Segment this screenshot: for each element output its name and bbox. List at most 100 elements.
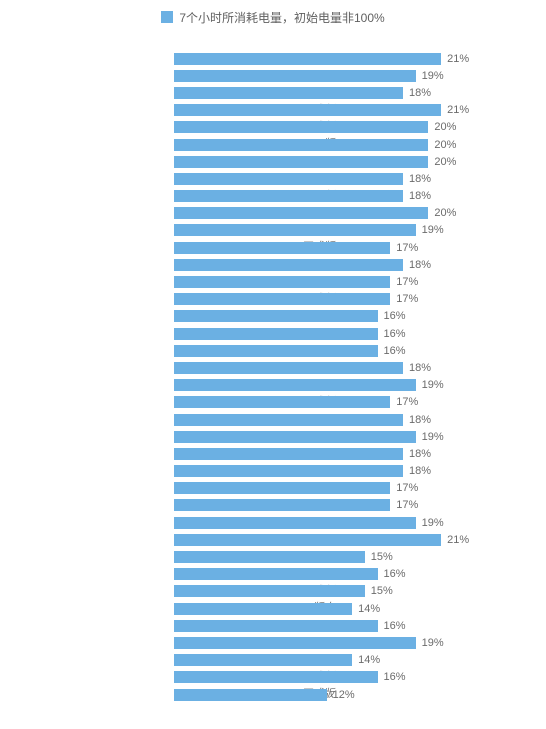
bar-track: 20% — [174, 207, 492, 219]
bar — [174, 104, 441, 116]
bar-row: iOS 16 Beta 317% — [174, 497, 492, 514]
bar — [174, 259, 403, 271]
bar-row: iOS 16.1正式版17% — [174, 291, 492, 308]
bar — [174, 431, 416, 443]
bar-row: iOS 16.3 RC版20% — [174, 136, 492, 153]
value-label: 19% — [416, 431, 444, 443]
bar-track: 17% — [174, 499, 492, 511]
bar-row: iOS 16 Beta 518% — [174, 445, 492, 462]
bar-track: 20% — [174, 121, 492, 133]
bar — [174, 414, 403, 426]
bar-track: 14% — [174, 603, 492, 615]
bar-row: iOS 16.2 Beta 319% — [174, 222, 492, 239]
bar-track: 15% — [174, 551, 492, 563]
bar-track: 19% — [174, 517, 492, 529]
bar-track: 16% — [174, 328, 492, 340]
bar-track: 19% — [174, 637, 492, 649]
bar-row: iOS 16 Beta 121% — [174, 531, 492, 548]
bar-row: iOS16.2 RC版18% — [174, 188, 492, 205]
bar-row: iOS 15.4.1正式版16% — [174, 669, 492, 686]
bar-row: iOS 16.2 Beta 117% — [174, 273, 492, 290]
bar-track: 18% — [174, 259, 492, 271]
bar — [174, 654, 352, 666]
bar — [174, 517, 416, 529]
bar-row: iOS 15.5 Beta 319% — [174, 634, 492, 651]
bar — [174, 242, 390, 254]
bar — [174, 173, 403, 185]
value-label: 16% — [378, 568, 406, 580]
bar — [174, 585, 365, 597]
bar-row: iOS 16.1 Beta 316% — [174, 342, 492, 359]
bar — [174, 551, 365, 563]
value-label: 19% — [416, 224, 444, 236]
value-label: 16% — [378, 310, 406, 322]
bar — [174, 207, 428, 219]
value-label: 16% — [378, 328, 406, 340]
value-label: 14% — [352, 603, 380, 615]
bar-row: iOS 16 Beta 219% — [174, 514, 492, 531]
value-label: 19% — [416, 637, 444, 649]
value-label: 12% — [327, 689, 355, 701]
bar-row: iOS 15.6 Beta 215% — [174, 548, 492, 565]
value-label: 21% — [441, 104, 469, 116]
bar-track: 19% — [174, 431, 492, 443]
bar-row: iOS 15.5 Beta 214% — [174, 652, 492, 669]
bar-row: iOS 16.3正式版20% — [174, 119, 492, 136]
bar-row: iOS 15.5 RC版本14% — [174, 600, 492, 617]
bar-track: 21% — [174, 53, 492, 65]
bar-row: iOS 16.4 Beta 219% — [174, 67, 492, 84]
bar-track: 17% — [174, 293, 492, 305]
bar-track: 16% — [174, 671, 492, 683]
bar — [174, 53, 441, 65]
bar-row: iOS 16.3 Beta 118% — [174, 170, 492, 187]
bar-track: 18% — [174, 173, 492, 185]
bar — [174, 379, 416, 391]
bar — [174, 448, 403, 460]
bar-row: iOS 16.1 Beta 218% — [174, 359, 492, 376]
bar-track: 21% — [174, 534, 492, 546]
bar-track: 15% — [174, 585, 492, 597]
bar — [174, 139, 428, 151]
value-label: 15% — [365, 551, 393, 563]
value-label: 17% — [390, 499, 418, 511]
bar — [174, 534, 441, 546]
bar-track: 18% — [174, 87, 492, 99]
bar — [174, 499, 390, 511]
bar-track: 19% — [174, 70, 492, 82]
value-label: 18% — [403, 87, 431, 99]
bar-track: 20% — [174, 139, 492, 151]
value-label: 18% — [403, 173, 431, 185]
bar — [174, 224, 416, 236]
bar-row: iOS 16 Beta 718% — [174, 411, 492, 428]
bar-track: 18% — [174, 414, 492, 426]
bar-row: iOS 16.1 Beta 416% — [174, 325, 492, 342]
bar — [174, 637, 416, 649]
bar-track: 18% — [174, 448, 492, 460]
bar-track: 17% — [174, 482, 492, 494]
bar — [174, 87, 403, 99]
bar — [174, 310, 378, 322]
bar-track: 18% — [174, 362, 492, 374]
bar — [174, 70, 416, 82]
value-label: 18% — [403, 259, 431, 271]
bar-row: iOS 15.0.2正式版12% — [174, 686, 492, 703]
bar-row: iOS 16.1 Beta 516% — [174, 308, 492, 325]
bar — [174, 345, 378, 357]
legend-swatch — [161, 11, 173, 23]
bar — [174, 362, 403, 374]
value-label: 15% — [365, 585, 393, 597]
bar-track: 17% — [174, 242, 492, 254]
value-label: 16% — [378, 671, 406, 683]
bar-track: 20% — [174, 156, 492, 168]
bar-row: iOS 16 Beta 3'17% — [174, 480, 492, 497]
bar — [174, 465, 403, 477]
value-label: 17% — [390, 293, 418, 305]
bar-track: 19% — [174, 224, 492, 236]
value-label: 18% — [403, 362, 431, 374]
bar — [174, 121, 428, 133]
value-label: 20% — [428, 156, 456, 168]
bar — [174, 603, 352, 615]
value-label: 19% — [416, 379, 444, 391]
bar-track: 21% — [174, 104, 492, 116]
value-label: 19% — [416, 517, 444, 529]
